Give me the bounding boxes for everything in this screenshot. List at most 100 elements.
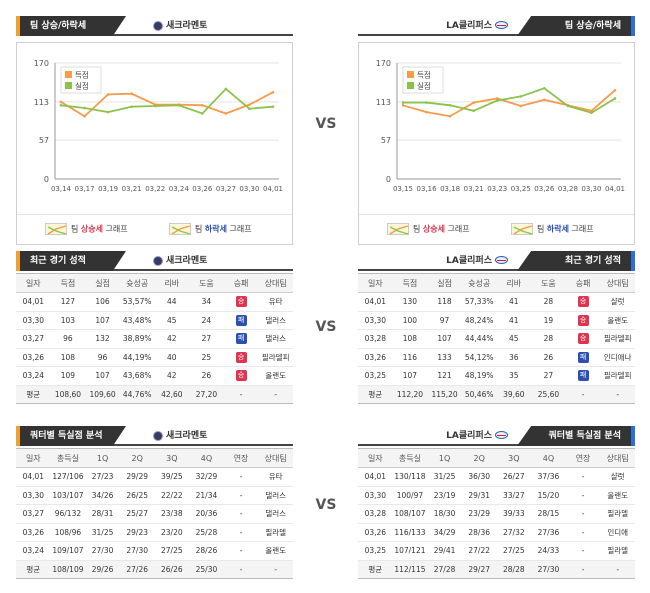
data-point [271, 105, 275, 108]
table-cell: 31/25 [427, 467, 462, 487]
x-tick-label: 03,14 [51, 185, 72, 193]
column-header: 일자 [16, 448, 51, 468]
y-tick-label: 0 [386, 175, 391, 184]
table-cell: 29/26 [85, 560, 120, 579]
table-cell: 25/27 [119, 504, 155, 524]
table-row: 04,01 127/106 27/23 29/29 39/25 32/29- 유타 [16, 467, 293, 487]
table-cell: 패 [223, 311, 259, 330]
table-cell: 109 [50, 366, 86, 386]
recent-games-table: 일자 득점 실점 슛성공 리바 도움 승패 상대팀 04,01 130 118 57,33% 41 28 승… [358, 273, 635, 404]
table-cell: 24/33 [531, 541, 566, 561]
table-cell: 108/107 [392, 504, 428, 524]
table-cell: 승 [223, 292, 259, 312]
table-cell: 121 [427, 366, 462, 386]
table-cell: - [223, 467, 259, 487]
data-point [59, 100, 63, 104]
team-label: 새크라멘토 [166, 21, 208, 31]
data-point [590, 111, 593, 115]
clippers-logo-icon [495, 20, 508, 29]
table-row: 03,26 108 96 44,19% 40 25 승 필라델피 [16, 348, 293, 367]
table-row: 03,28 108/107 18/30 23/29 39/33 28/15- 필라델 [358, 504, 635, 524]
table-cell: 03,25 [358, 541, 393, 561]
clippers-logo-icon [495, 430, 508, 439]
quarter-title: 쿼터별 득실점 분석 [517, 426, 635, 446]
table-cell: 34 [189, 292, 224, 312]
legend-text: 그래프 [445, 224, 470, 234]
table-cell: 108 [50, 348, 86, 367]
table-cell: 107 [427, 329, 462, 349]
table-cell: 26/26 [154, 560, 190, 579]
table-cell: 29/23 [119, 523, 155, 542]
data-point [83, 106, 86, 110]
column-header: 승패 [565, 273, 601, 293]
x-tick-label: 03,19 [98, 185, 118, 193]
table-cell: 03,24 [16, 541, 51, 561]
average-row: 평균 108,60 109,60 44,76% 42,60 27,20- - [16, 385, 293, 404]
table-cell: 올랜도 [600, 311, 635, 330]
trend-header: 팀 상승/하락세 새크라멘토 [16, 16, 293, 36]
quarter-table: 일자 총득실 1Q 2Q 3Q 4Q 연장 상대팀 04,01 127/106 27/23 29/29… [16, 448, 293, 579]
legend-label: 득점 [75, 70, 89, 80]
series-line-conceded [403, 87, 616, 114]
table-cell: - [565, 504, 601, 524]
table-cell: 109/107 [50, 541, 86, 561]
table-cell: 27,20 [189, 385, 224, 404]
series-line-conceded [60, 87, 274, 115]
table-cell: 유타 [258, 467, 293, 487]
table-cell: 28/31 [85, 504, 120, 524]
data-point [83, 114, 86, 118]
table-cell: 116/133 [392, 523, 428, 542]
fall-graph-icon [169, 223, 191, 235]
data-point [495, 97, 499, 100]
data-point [448, 114, 452, 118]
column-header: 슛성공 [119, 273, 155, 293]
table-cell: 필라델피 [600, 366, 635, 386]
x-tick-label: 03,16 [417, 185, 438, 193]
x-tick-label: 03,23 [487, 185, 507, 193]
table-cell: 24 [189, 311, 224, 330]
table-cell: 29/27 [461, 560, 497, 579]
data-point [543, 98, 546, 102]
table-cell: 21/34 [189, 486, 224, 505]
table-cell: 27/22 [461, 541, 497, 561]
data-point [177, 104, 181, 107]
table-cell: 댈러스 [258, 504, 293, 524]
column-header: 2Q [119, 448, 155, 468]
table-cell: 샬럿 [600, 292, 635, 312]
table-cell: 평균 [358, 560, 393, 579]
right-quarter-section: 쿼터별 득실점 분석 LA클리퍼스 일자 총득실 1Q 2Q 3Q 4Q 연장 상대팀 04,0… [358, 426, 635, 579]
table-cell: 승 [565, 329, 601, 349]
legend-text: 그래프 [569, 224, 594, 234]
table-cell: 03,28 [358, 329, 393, 349]
table-cell: 29/31 [461, 486, 497, 505]
table-cell: 승 [565, 311, 601, 330]
table-cell: 26/27 [496, 467, 532, 487]
column-header: 실점 [85, 273, 120, 293]
x-tick-label: 03,15 [393, 185, 413, 193]
left-trend-chart: 0 57 113 170 03,14 03,17 03,19 03,21 03,22 03,24 0… [16, 42, 293, 245]
table-cell: 20/36 [189, 504, 224, 524]
data-point [613, 88, 617, 92]
table-cell: - [565, 560, 601, 579]
table-cell: 108 [392, 329, 428, 349]
quarter-table: 일자 총득실 1Q 2Q 3Q 4Q 연장 상대팀 04,01 130/118 31/25 36/30… [358, 448, 635, 579]
data-point [224, 87, 228, 91]
data-point [153, 104, 157, 108]
table-cell: 인디애나 [600, 348, 635, 367]
table-cell: - [565, 523, 601, 542]
table-cell: 03,30 [16, 486, 51, 505]
column-header: 연장 [565, 448, 601, 468]
quarter-header: 쿼터별 득실점 분석 새크라멘토 [16, 426, 293, 446]
legend-text: 팀 [71, 224, 81, 234]
x-tick-label: 03,17 [75, 185, 95, 193]
table-cell: 27/26 [119, 560, 155, 579]
column-header: 총득실 [50, 448, 86, 468]
column-header: 3Q [154, 448, 190, 468]
legend-highlight: 하락세 [546, 224, 569, 234]
table-cell: - [565, 541, 601, 561]
loss-badge: 패 [577, 351, 589, 363]
win-badge: 승 [235, 370, 247, 382]
table-row: 03,25 107 121 48,19% 35 27 패 필라델피 [358, 366, 635, 386]
average-row: 평균 112,20 115,20 50,46% 39,60 25,60- - [358, 385, 635, 404]
